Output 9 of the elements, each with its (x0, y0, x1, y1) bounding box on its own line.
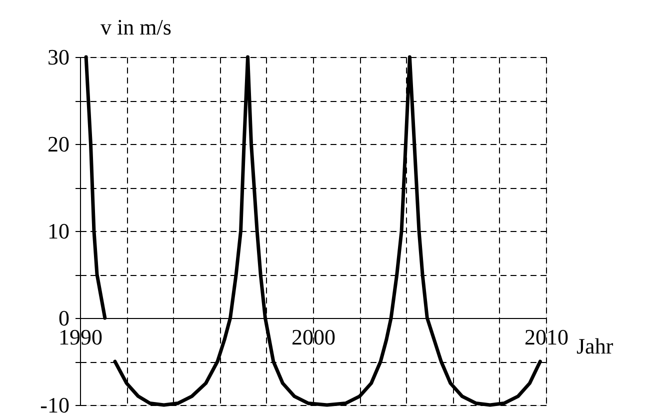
y-tick-label: 30 (48, 44, 70, 70)
y-tick-label: -10 (40, 392, 70, 418)
y-tick-label: 10 (48, 218, 70, 244)
y-axis-title: v in m/s (100, 14, 172, 40)
y-tick-label: 0 (58, 306, 70, 330)
x-tick-label: 2000 (292, 324, 336, 350)
x-tick-label: 2010 (524, 324, 568, 350)
y-tick-label: 20 (48, 132, 70, 156)
x-axis-title: Jahr (576, 334, 614, 358)
